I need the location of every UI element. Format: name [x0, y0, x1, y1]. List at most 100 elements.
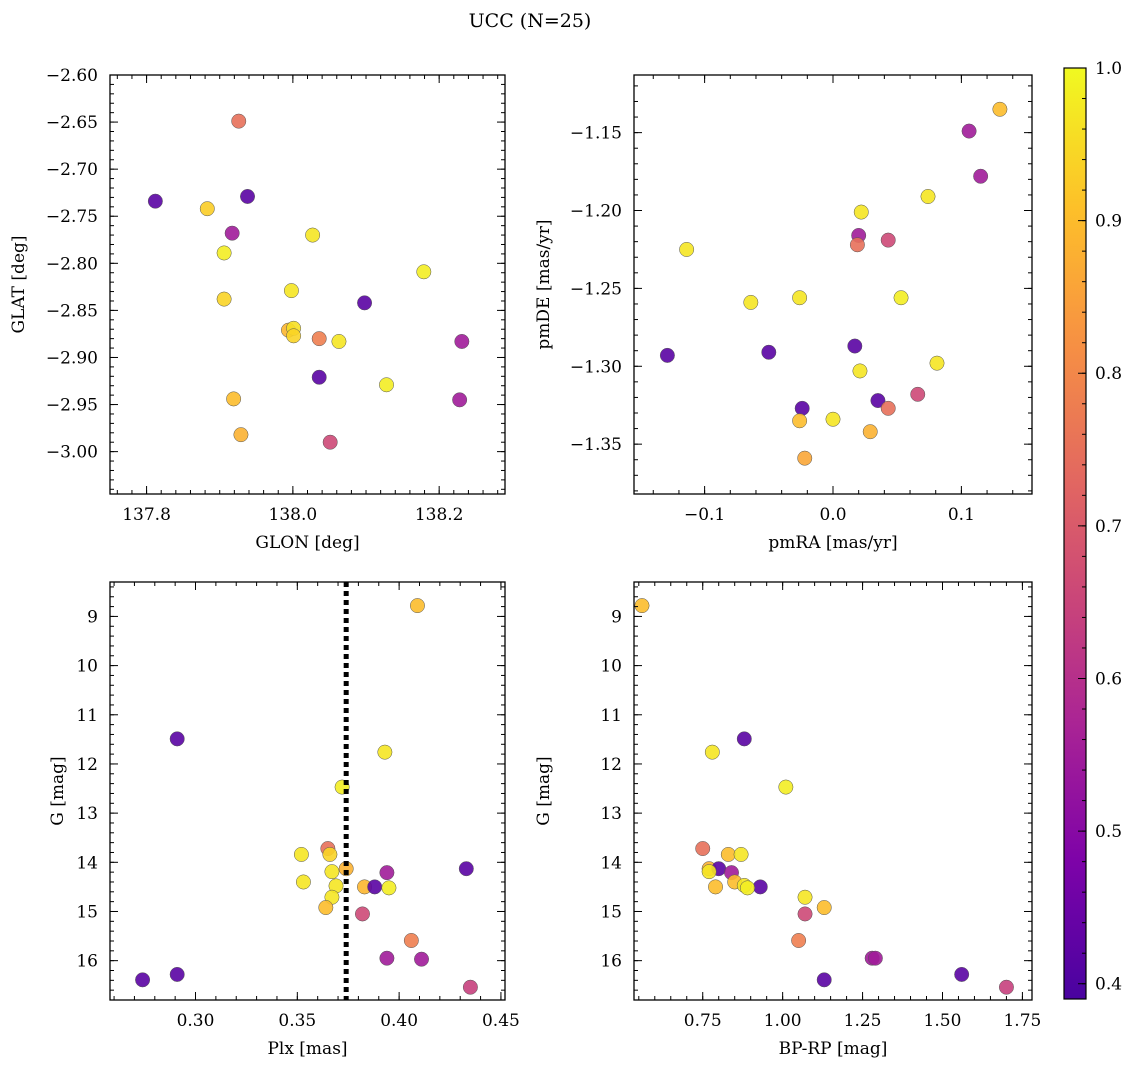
colorbar-tick-label: 0.6 — [1095, 669, 1122, 689]
data-point — [311, 369, 327, 385]
axes-frame — [109, 581, 506, 1001]
data-point — [295, 874, 311, 890]
panel-1: 137.8 138.0 138.2 −2.60 −2.65 −2.70 −2.75 −2.80… — [9, 66, 506, 553]
data-point — [199, 201, 215, 217]
data-point — [331, 334, 347, 349]
data-point — [634, 598, 650, 614]
data-point — [305, 227, 321, 243]
data-point — [679, 242, 695, 257]
data-point — [231, 113, 247, 129]
y-tick-label: 12 — [76, 755, 98, 775]
data-point — [870, 393, 886, 408]
data-point — [169, 731, 185, 747]
axes-frame — [109, 74, 506, 495]
data-point — [920, 189, 936, 204]
y-axis-label: G [mag] — [48, 756, 68, 825]
x-tick-label: 0.45 — [482, 1011, 520, 1031]
x-tick-label: −0.1 — [684, 505, 725, 525]
data-point — [318, 900, 334, 915]
panel-2: −0.1 0.0 0.1 −1.15 −1.20 −1.25 −1.30 −1.35 pmRA … — [534, 74, 1033, 553]
y-tick-label: −1.25 — [570, 279, 622, 299]
data-point — [778, 779, 794, 795]
data-point — [797, 450, 813, 466]
y-tick-label: 9 — [87, 607, 98, 627]
data-point — [283, 283, 299, 299]
data-point — [355, 906, 370, 922]
y-tick-label: 13 — [600, 804, 622, 824]
data-point — [880, 400, 896, 416]
data-point — [761, 344, 777, 360]
data-point — [961, 123, 977, 139]
colorbar-tick-label: 0.5 — [1095, 822, 1122, 842]
figure-title: UCC (N=25) — [469, 10, 592, 32]
data-point — [216, 245, 232, 261]
y-tick-label: −1.15 — [570, 124, 622, 144]
data-point — [720, 846, 736, 862]
data-point — [286, 328, 302, 344]
colorbar-tick-label: 0.8 — [1095, 364, 1122, 384]
data-point — [379, 865, 395, 881]
scatter-points — [135, 598, 478, 995]
y-tick-label: −2.95 — [46, 396, 98, 416]
x-tick-label: 1.25 — [844, 1011, 882, 1031]
data-point — [659, 347, 675, 363]
data-point — [733, 846, 749, 862]
colorbar-tick-label: 0.4 — [1095, 975, 1122, 995]
data-point — [324, 864, 340, 880]
data-point — [862, 424, 878, 440]
data-point — [240, 189, 255, 204]
y-tick-label: 14 — [600, 853, 622, 873]
y-tick-label: −2.75 — [46, 207, 98, 227]
x-tick-label: 0.75 — [684, 1011, 722, 1031]
data-point — [816, 972, 832, 988]
data-point — [752, 879, 768, 895]
data-point — [403, 933, 419, 948]
data-point — [704, 744, 720, 760]
data-point — [381, 880, 397, 896]
y-tick-label: 10 — [76, 657, 98, 677]
data-point — [322, 846, 338, 862]
data-point — [816, 900, 832, 915]
data-point — [462, 979, 478, 995]
y-tick-label: 11 — [76, 706, 98, 726]
data-point — [216, 291, 232, 307]
x-tick-label: 1.50 — [924, 1011, 962, 1031]
data-point — [853, 204, 869, 220]
x-axis-label: pmRA [mas/yr] — [768, 533, 897, 553]
data-point — [311, 331, 327, 347]
y-axis-label: GLAT [deg] — [9, 235, 29, 333]
data-point — [377, 744, 393, 760]
colorbar-tick-label: 1.0 — [1095, 59, 1122, 79]
colorbar-tick-label: 0.9 — [1095, 212, 1122, 232]
data-point — [792, 290, 808, 306]
y-tick-label: 12 — [600, 755, 622, 775]
data-point — [910, 386, 926, 402]
data-point — [792, 413, 808, 429]
y-tick-label: −1.30 — [570, 357, 622, 377]
data-point — [322, 434, 338, 450]
data-point — [740, 880, 755, 896]
data-point — [893, 290, 909, 306]
data-point — [379, 950, 395, 966]
data-point — [847, 338, 863, 354]
axes-frame — [633, 581, 1033, 1001]
y-tick-label: −1.20 — [570, 202, 622, 222]
axes-frame — [633, 74, 1033, 495]
y-tick-label: −2.70 — [46, 160, 98, 180]
x-tick-label: 0.1 — [948, 505, 975, 525]
y-tick-label: 16 — [600, 952, 622, 972]
data-point — [458, 861, 474, 877]
data-point — [992, 101, 1008, 117]
x-axis-label: GLON [deg] — [255, 533, 359, 553]
data-point — [224, 225, 240, 241]
data-point — [708, 879, 723, 895]
y-tick-label: 11 — [600, 706, 622, 726]
x-tick-label: 0.30 — [177, 1011, 215, 1031]
data-point — [794, 400, 810, 416]
data-point — [852, 363, 868, 379]
data-point — [147, 193, 163, 209]
axis-ticks — [110, 74, 505, 494]
x-tick-label: 137.8 — [122, 505, 171, 525]
y-tick-label: −2.90 — [46, 348, 98, 368]
